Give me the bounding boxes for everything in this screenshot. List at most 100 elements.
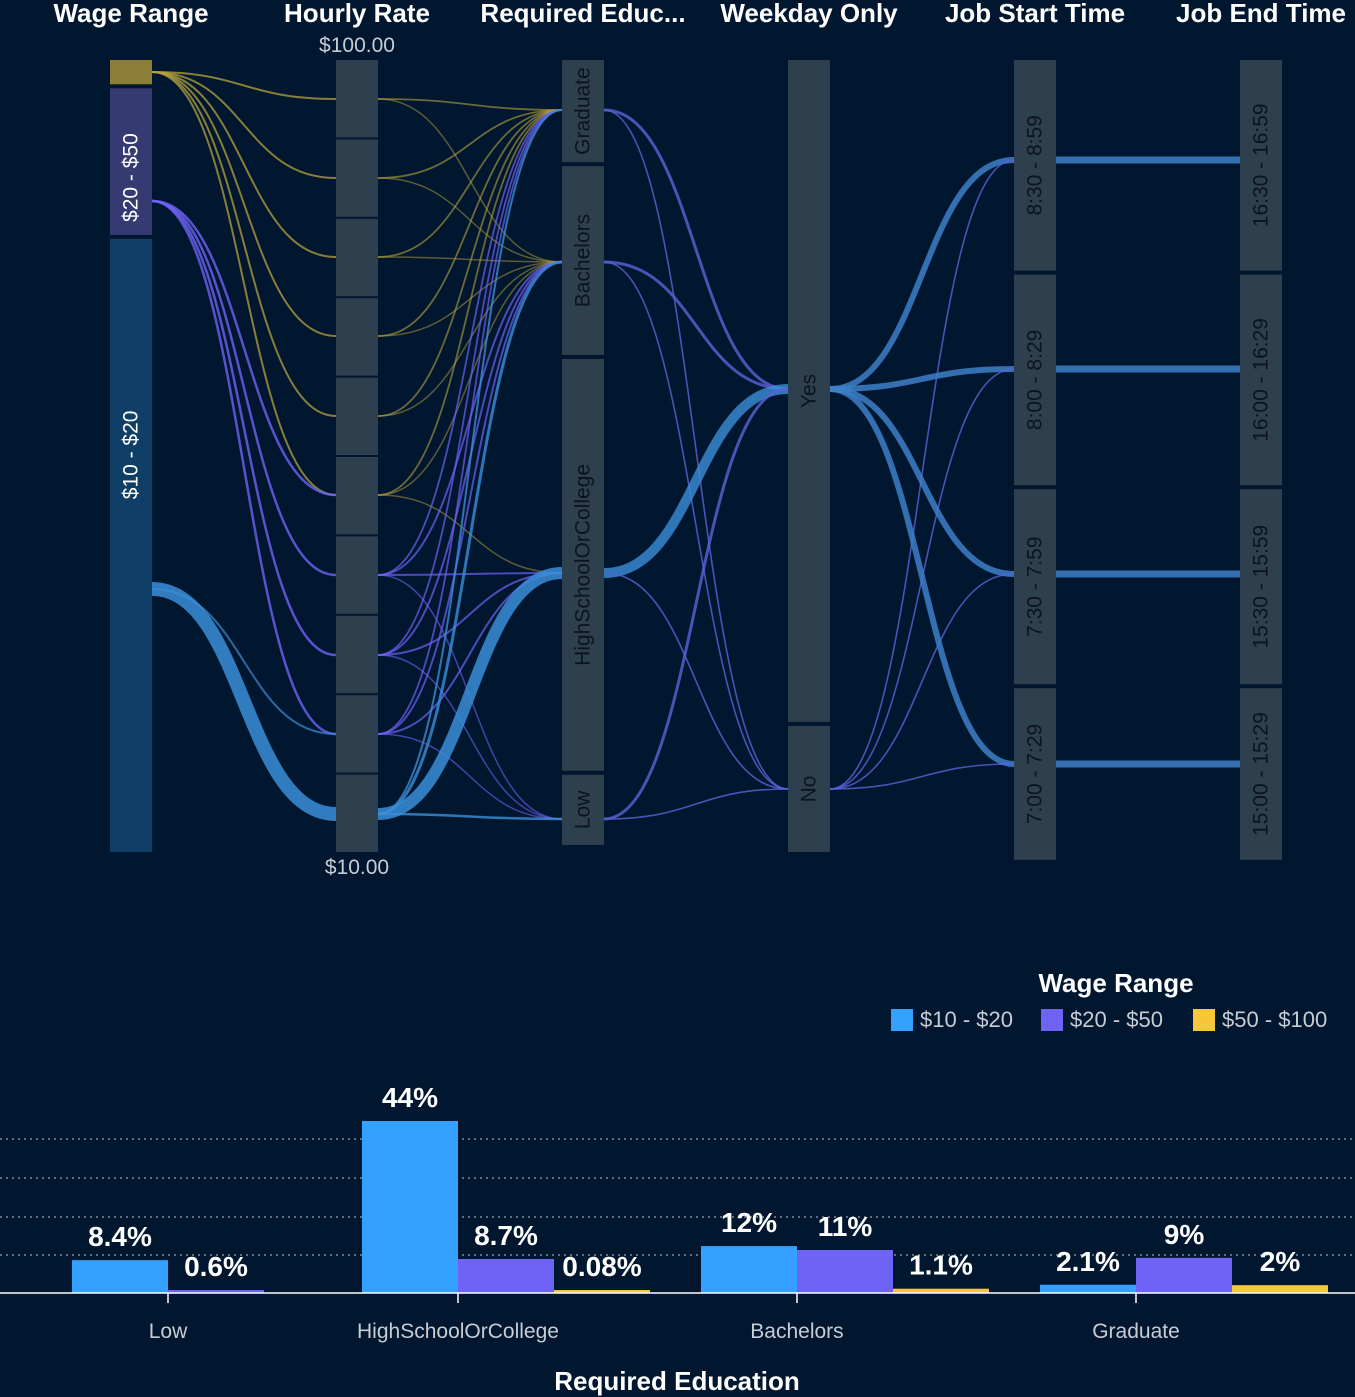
axis-title-weekday: Weekday Only [720,0,898,28]
bar-label: 2.1% [1056,1246,1120,1277]
category-bar-start-7-30-7-59 [1014,489,1056,685]
rate-bin [336,695,378,773]
x-tick-label: Low [149,1320,188,1343]
ribbon [829,157,1015,392]
ribbon [377,733,563,820]
ribbon [603,572,789,790]
ribbon [603,261,789,790]
ribbon [151,582,337,821]
category-bar-start-8-00-8-29 [1014,274,1056,486]
legend-label: $50 - $100 [1222,1007,1327,1032]
ribbon [151,199,337,657]
bar-label: 1.1% [909,1250,973,1281]
ribbon [151,71,337,496]
ribbon [603,387,789,821]
gridlines [0,1138,1355,1256]
bar-label: 44% [382,1082,438,1113]
category-label-end-16-00-16-29: 16:00 - 16:29 [1250,318,1273,442]
category-label-edu-low: Low [572,790,595,829]
hourly-rate-top-label: $100.00 [319,34,395,57]
bar-label: 8.4% [88,1221,152,1252]
legend-label: $10 - $20 [920,1007,1013,1032]
ribbon [603,384,789,578]
bar-label: 0.08% [562,1251,641,1282]
ribbon [829,159,1015,790]
axis-title-end: Job End Time [1176,0,1346,28]
bar-label: 9% [1164,1219,1205,1250]
parallel-sets-chart: Wage Range $20 - $50 $10 - $20 Hourly Rate $… [53,0,1346,879]
category-label-wage-10-20: $10 - $20 [120,411,143,500]
ribbon [151,588,337,735]
category-label-start-7-00-7-29: 7:00 - 7:29 [1024,724,1047,824]
ribbon [377,260,563,816]
rate-bin [336,298,378,376]
category-bar-end-16-30-16-59 [1240,60,1282,271]
ribbon [377,654,563,820]
ribbon [829,386,1015,577]
ribbon [377,109,563,179]
x-axis-title: Required Education [554,1366,800,1396]
grouped-bar-chart: 8.4% 0.6% Low 44% 8.7% 0.08% HighSchoolOrColle… [0,968,1355,1396]
category-label-weekday-yes: Yes [798,374,821,408]
category-bar-start-8-30-8-59 [1014,60,1056,271]
category-label-end-15-00-15-29: 15:00 - 15:29 [1250,712,1273,836]
ribbon [829,366,1015,392]
legend-title: Wage Range [1038,968,1193,998]
category-label-end-16-30-16-59: 16:30 - 16:59 [1250,103,1273,227]
legend-swatch-50-100 [1193,1009,1215,1031]
category-bar-wage-20-50 [110,88,152,235]
category-bar-wage-10-20 [110,238,152,853]
ribbon [151,199,337,736]
ribbon [377,109,563,735]
bar-label: 2% [1260,1246,1301,1277]
ribbon [377,109,563,417]
category-label-start-7-30-7-59: 7:30 - 7:59 [1024,536,1047,636]
ribbon [377,261,563,735]
rate-bin [336,60,378,138]
ribbon [151,71,337,100]
category-bar-start-7-00-7-29 [1014,688,1056,860]
bar-label: 8.7% [474,1220,538,1251]
ribbons [151,71,1284,821]
category-bar-weekday-yes [788,60,830,722]
ribbon [829,386,1015,767]
category-label-edu-bachelors: Bachelors [572,214,595,307]
category-bar-edu-highschoolorcollege [562,358,604,771]
x-tick-label: Bachelors [750,1320,843,1343]
category-bar-end-16-00-16-29 [1240,274,1282,486]
axis-title-start: Job Start Time [945,0,1125,28]
bar-bachelors-50-100 [893,1288,989,1293]
ribbon [377,109,563,815]
hourly-rate-bottom-label: $10.00 [325,856,389,879]
ribbon [377,109,563,576]
ribbon [151,71,337,337]
bar-low-10-20 [72,1260,168,1293]
ribbon [829,763,1015,790]
ribbon [377,109,563,496]
bar-low-20-50 [168,1290,264,1293]
ribbon [377,109,563,656]
ribbon [377,98,563,263]
bar-highschoolorcollege-10-20 [362,1121,458,1293]
bar-label: 0.6% [184,1251,248,1282]
ribbon [829,573,1015,790]
ribbon [377,572,563,576]
category-label-start-8-00-8-29: 8:00 - 8:29 [1024,330,1047,430]
rate-bin [336,218,378,297]
category-label-end-15-30-15-59: 15:30 - 15:59 [1250,525,1273,649]
ribbon [377,812,563,821]
ribbon [151,71,337,179]
bar-bachelors-20-50 [797,1250,893,1293]
ribbon [603,108,789,391]
category-label-wage-20-50: $20 - $50 [120,133,143,222]
category-bar-edu-graduate [562,60,604,163]
rate-bin [336,139,378,217]
ribbon [151,71,337,258]
bar-bachelors-10-20 [701,1246,797,1293]
axis-title-rate: Hourly Rate [284,0,430,28]
category-bar-edu-bachelors [562,166,604,355]
category-bar-weekday-no [788,725,830,852]
bar-graduate-50-100 [1232,1285,1328,1293]
ribbon [377,567,563,820]
